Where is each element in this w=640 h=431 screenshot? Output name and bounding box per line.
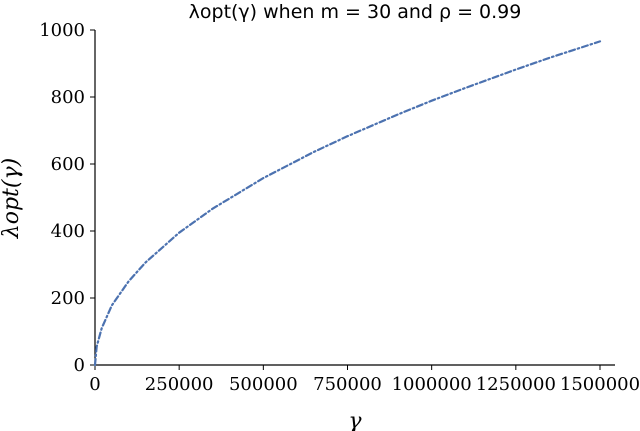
x-tick-label: 1500000 [560, 374, 640, 395]
y-tick-label: 200 [51, 288, 85, 309]
x-tick-label: 750000 [313, 374, 382, 395]
y-ticks: 0 200 400 600 800 1000 [39, 20, 95, 376]
y-tick-label: 0 [74, 355, 85, 376]
x-tick-label: 250000 [145, 374, 214, 395]
y-axis-label: λopt(γ) [0, 158, 24, 239]
x-tick-label: 0 [89, 374, 100, 395]
y-tick-label: 1000 [39, 20, 85, 41]
series-group [93, 40, 602, 367]
x-tick-label: 500000 [229, 374, 298, 395]
y-axis-label-wrap: λopt(γ) [0, 158, 24, 239]
x-ticks: 0 250000 500000 750000 1000000 1250000 1500000 [89, 365, 640, 395]
axes [94, 30, 615, 366]
y-tick-label: 800 [51, 87, 85, 108]
y-tick-label: 600 [51, 154, 85, 175]
chart-title: λopt(γ) when m = 30 and ρ = 0.99 [189, 1, 522, 23]
x-tick-label: 1250000 [476, 374, 556, 395]
x-tick-label: 1000000 [392, 374, 472, 395]
series-line [93, 40, 602, 367]
x-axis-label: γ [348, 409, 362, 431]
y-tick-label: 400 [51, 221, 85, 242]
